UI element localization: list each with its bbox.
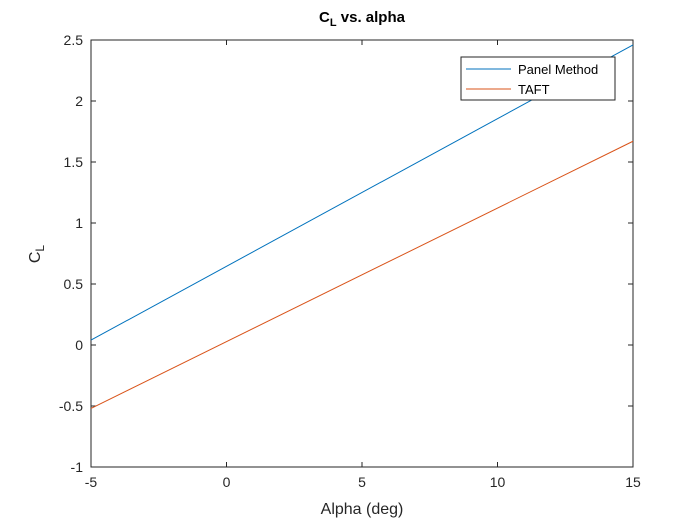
x-tick-label: -5 [85, 474, 98, 490]
y-tick-label: -0.5 [59, 398, 83, 414]
x-tick-label: 0 [223, 474, 231, 490]
x-tick-label: 15 [625, 474, 641, 490]
chart-title-rest: vs. alpha [337, 9, 406, 26]
series-line-taft [90, 140, 634, 409]
legend-label-taft: TAFT [518, 82, 550, 97]
y-axis-label-main: C [27, 252, 44, 264]
axis-ticks: -5 0 5 10 15 -1 -0.5 0 0.5 1 1.5 2 2.5 [59, 32, 641, 490]
y-axis-label: CL [27, 245, 47, 264]
y-axis-label-sub: L [33, 245, 47, 252]
x-tick-label: 5 [358, 474, 366, 490]
y-tick-label: 2.5 [64, 32, 84, 48]
legend-box [460, 56, 616, 101]
x-axis-label: Alpha (deg) [321, 501, 404, 518]
chart-title-main: C [319, 9, 330, 26]
x-tick-label: 10 [490, 474, 506, 490]
chart-title-sub: L [330, 17, 337, 29]
axes-box [90, 39, 634, 468]
y-tick-label: 2 [75, 93, 83, 109]
y-tick-label: 0 [75, 337, 83, 353]
y-tick-label: 1.5 [64, 154, 84, 170]
y-tick-label: -1 [71, 459, 84, 475]
y-tick-label: 1 [75, 215, 83, 231]
legend: Panel Method TAFT [460, 56, 616, 101]
chart-title: CL vs. alpha [319, 9, 406, 29]
y-tick-label: 0.5 [64, 276, 84, 292]
legend-label-panel-method: Panel Method [518, 62, 598, 77]
